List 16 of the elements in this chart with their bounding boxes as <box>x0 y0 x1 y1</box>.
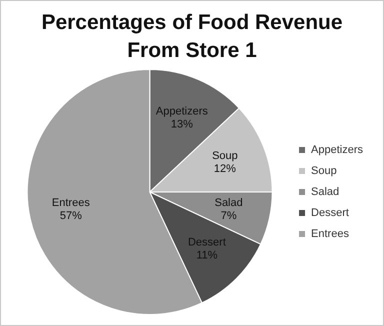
legend-label: Appetizers <box>311 144 364 156</box>
slice-label: Salad <box>214 197 243 210</box>
data-label: 13% <box>170 118 194 130</box>
slice-label: Dessert <box>188 236 226 249</box>
data-label: 57% <box>60 210 82 222</box>
slice-label: Soup <box>212 150 238 162</box>
data-label: 7% <box>220 210 237 222</box>
slice-label: Entrees <box>52 197 90 210</box>
legend-label: Dessert <box>311 207 349 220</box>
data-label: 12% <box>214 162 236 175</box>
legend-label: Entrees <box>311 228 350 240</box>
legend-label: Salad <box>311 186 340 198</box>
chart-title: Percentages of Food Revenue From Store 1 <box>40 10 344 64</box>
slice-label: Appetizers <box>156 105 208 118</box>
data-label: 11% <box>196 250 218 262</box>
legend-label: Soup <box>311 165 337 178</box>
